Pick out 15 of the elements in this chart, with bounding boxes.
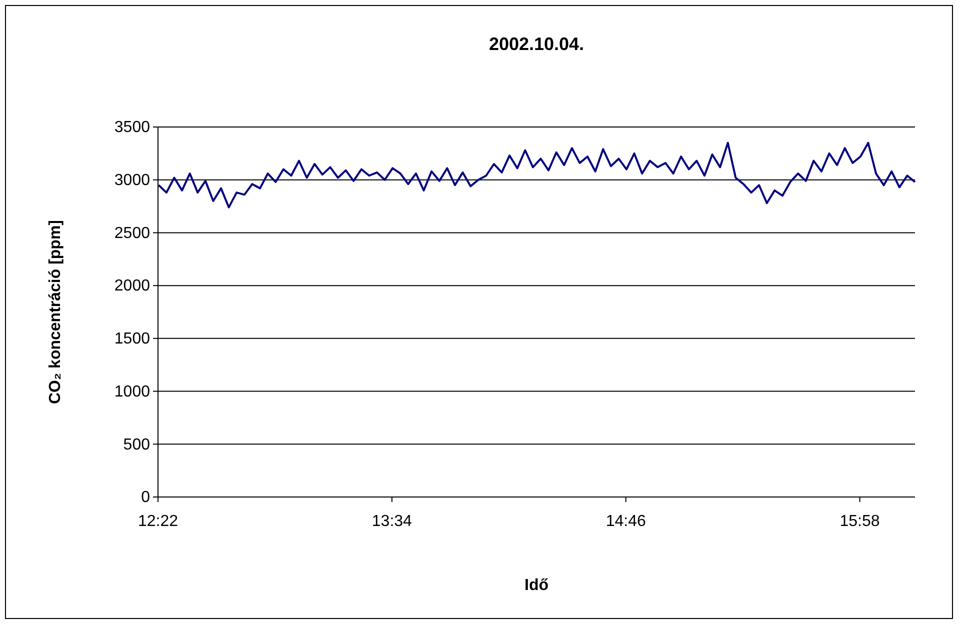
y-tick-label: 2000 bbox=[114, 278, 150, 295]
y-tick-label: 1000 bbox=[114, 383, 150, 400]
x-tick-label: 14:46 bbox=[606, 512, 646, 530]
y-tick-label: 0 bbox=[141, 489, 150, 506]
y-tick-label: 2500 bbox=[114, 224, 150, 242]
x-tick-label: 12:22 bbox=[138, 512, 178, 530]
y-axis-title: CO₂ koncentráció [ppm] bbox=[47, 220, 64, 404]
x-axis-title: Idő bbox=[524, 577, 549, 594]
chart-title: 2002.10.04. bbox=[488, 34, 584, 54]
y-tick-label: 500 bbox=[123, 436, 150, 454]
x-tick-label: 15:58 bbox=[840, 512, 880, 530]
x-tick-label: 13:34 bbox=[372, 512, 412, 530]
y-tick-label: 1500 bbox=[114, 330, 150, 348]
y-tick-label: 3500 bbox=[114, 119, 150, 136]
y-tick-label: 3000 bbox=[114, 172, 150, 189]
